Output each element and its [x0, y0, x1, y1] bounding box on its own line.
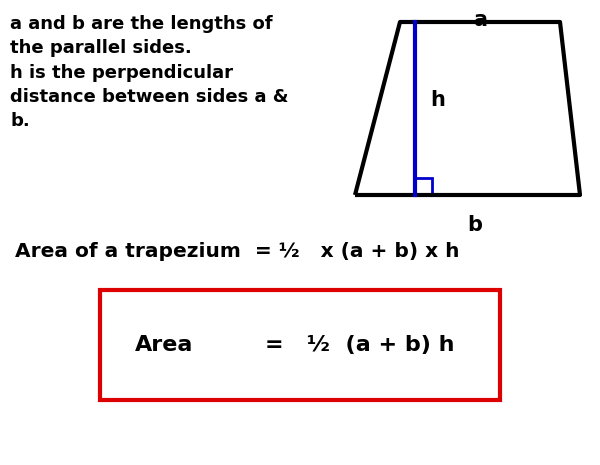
Text: =   ½  (a + b) h: = ½ (a + b) h — [265, 335, 455, 355]
Text: a and b are the lengths of
the parallel sides.
h is the perpendicular
distance b: a and b are the lengths of the parallel … — [10, 15, 289, 130]
Text: Area of a trapezium  = ½   x (a + b) x h: Area of a trapezium = ½ x (a + b) x h — [15, 242, 460, 261]
Text: b: b — [467, 215, 482, 235]
Bar — [100, 290, 500, 400]
Bar — [415, 178, 432, 195]
Text: h: h — [430, 90, 445, 110]
Text: a: a — [473, 10, 487, 30]
Text: Area: Area — [135, 335, 193, 355]
